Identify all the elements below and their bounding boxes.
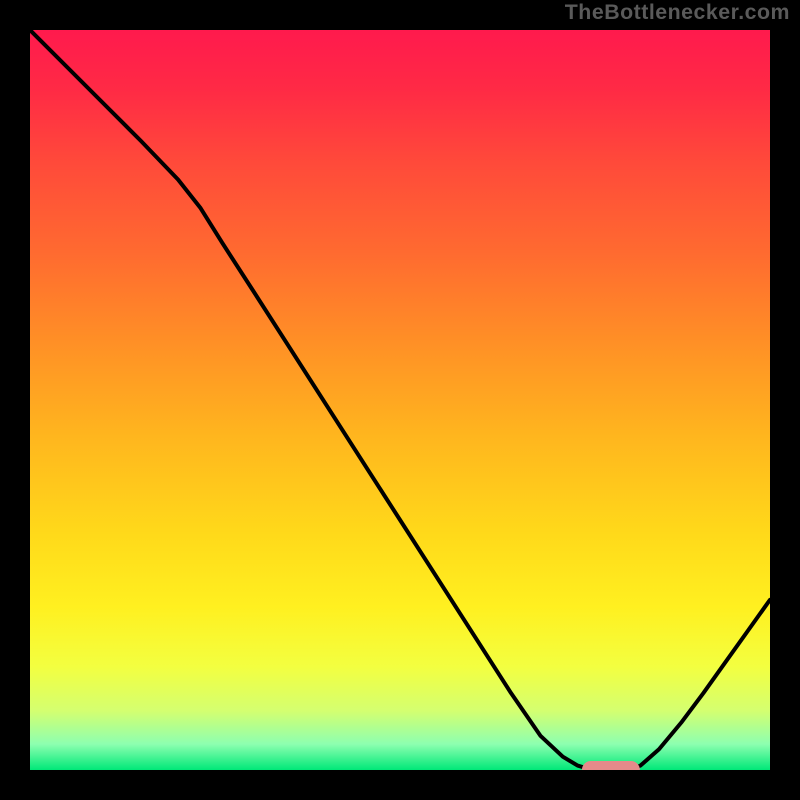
bottleneck-curve-chart <box>30 30 770 770</box>
chart-frame: TheBottlenecker.com <box>0 0 800 800</box>
optimal-marker <box>582 761 640 770</box>
plot-area <box>30 30 770 770</box>
attribution-label: TheBottlenecker.com <box>565 0 790 25</box>
